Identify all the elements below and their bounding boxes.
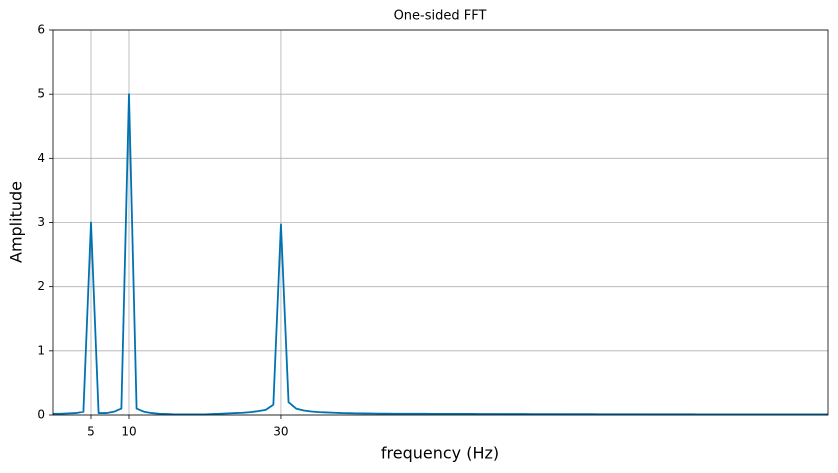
chart-title: One-sided FFT <box>394 9 487 24</box>
plot-frame <box>52 29 829 416</box>
y-tick-label: 1 <box>37 343 45 357</box>
x-tick-label: 10 <box>121 425 136 439</box>
y-tick-label: 2 <box>37 279 45 293</box>
x-axis-label: frequency (Hz) <box>381 444 499 463</box>
y-axis-label: Amplitude <box>7 181 26 263</box>
x-tick-label: 30 <box>273 425 288 439</box>
y-tick-label: 6 <box>37 23 45 37</box>
y-tick-label: 0 <box>37 408 45 422</box>
y-tick-label: 4 <box>37 151 45 165</box>
y-tick-label: 5 <box>37 87 45 101</box>
y-tick-label: 3 <box>37 215 45 229</box>
data-line <box>53 93 828 416</box>
x-tick-label: 5 <box>87 425 95 439</box>
